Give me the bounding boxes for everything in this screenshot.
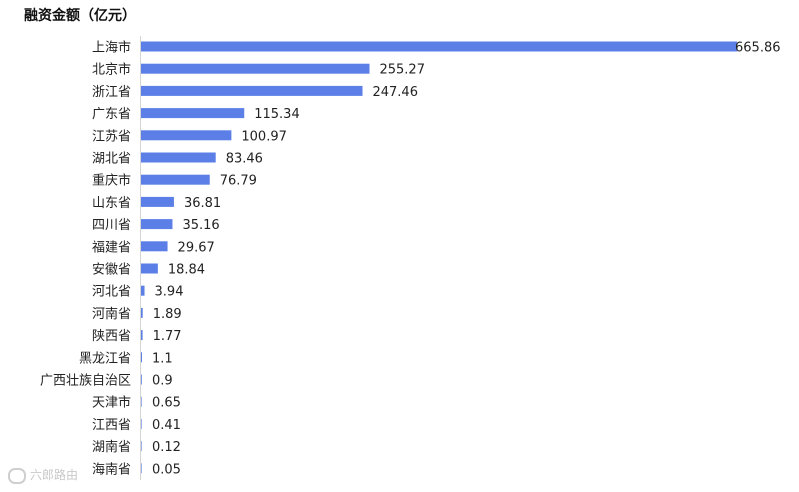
bar <box>141 374 142 385</box>
bar <box>141 352 142 363</box>
value-label: 35.16 <box>182 218 219 233</box>
bar <box>141 285 145 296</box>
watermark-text: 六郎路由 <box>30 468 79 482</box>
bar <box>141 130 232 141</box>
bar <box>141 85 363 96</box>
value-label: 83.46 <box>226 152 263 167</box>
category-label: 北京市 <box>92 62 131 78</box>
bar <box>141 196 174 207</box>
category-label: 上海市 <box>92 40 131 56</box>
bar <box>141 263 158 274</box>
value-label: 255.27 <box>379 63 425 78</box>
value-label: 1.89 <box>153 307 182 322</box>
bar <box>141 463 142 474</box>
bar <box>141 441 142 452</box>
value-label: 0.05 <box>152 462 181 477</box>
category-label: 陕西省 <box>92 329 131 344</box>
bar <box>141 174 210 185</box>
bar <box>141 307 143 318</box>
value-label: 1.77 <box>153 329 182 344</box>
bar <box>141 219 173 230</box>
watermark-logo-icon <box>8 467 26 484</box>
value-label: 0.12 <box>152 440 181 455</box>
value-label: 247.46 <box>372 85 418 100</box>
value-label: 18.84 <box>168 263 205 278</box>
value-label: 115.34 <box>254 107 300 122</box>
watermark: 六郎路由 <box>8 466 78 484</box>
category-label: 山东省 <box>92 196 131 211</box>
category-label: 广东省 <box>92 107 131 122</box>
category-label: 天津市 <box>92 395 131 411</box>
value-label: 0.41 <box>152 418 181 433</box>
category-label: 安徽省 <box>92 263 131 278</box>
category-label: 四川省 <box>92 218 131 233</box>
category-label: 江苏省 <box>92 128 131 144</box>
category-label: 福建省 <box>92 240 131 255</box>
bar <box>141 63 370 74</box>
category-label: 浙江省 <box>92 85 131 100</box>
value-label: 1.1 <box>152 351 173 366</box>
value-label: 3.94 <box>155 285 184 300</box>
category-label: 河北省 <box>92 285 131 300</box>
category-label: 湖南省 <box>92 439 131 455</box>
category-label: 河南省 <box>92 306 131 322</box>
bar <box>141 241 168 252</box>
value-label: 36.81 <box>184 196 221 211</box>
bar <box>141 396 142 407</box>
bar <box>141 152 216 163</box>
category-label: 江西省 <box>92 418 131 433</box>
bar <box>141 108 245 119</box>
bar <box>141 41 737 52</box>
category-label: 湖北省 <box>92 152 131 167</box>
bar <box>141 330 143 341</box>
value-label: 0.65 <box>152 396 181 411</box>
value-label: 665.86 <box>735 41 781 56</box>
value-label: 0.9 <box>152 374 173 389</box>
category-label: 黑龙江省 <box>79 351 131 366</box>
category-label: 广西壮族自治区 <box>40 373 131 389</box>
category-label: 海南省 <box>92 461 131 477</box>
category-label: 重庆市 <box>92 173 131 189</box>
chart-title: 融资金额（亿元） <box>24 7 136 24</box>
value-label: 29.67 <box>178 240 215 255</box>
value-label: 76.79 <box>220 174 257 189</box>
bar <box>141 418 142 429</box>
value-label: 100.97 <box>241 129 286 144</box>
